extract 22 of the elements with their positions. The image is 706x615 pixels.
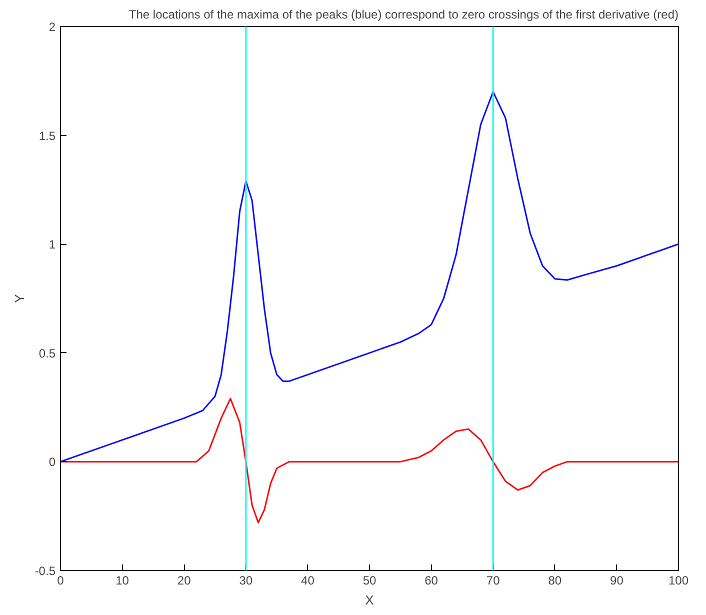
y-axis-title: Y bbox=[12, 294, 27, 303]
x-tick-label: 100 bbox=[668, 574, 689, 588]
x-tick-label: 90 bbox=[610, 574, 624, 588]
y-tick-label: 0 bbox=[48, 455, 56, 470]
x-tick-label: 80 bbox=[548, 574, 562, 588]
x-tick-label: 70 bbox=[486, 574, 500, 588]
line-series bbox=[60, 91, 678, 462]
chart-title: The locations of the maxima of the peaks (blue) correspond to zero crossings of the first derivative (red) bbox=[128, 8, 679, 22]
y-tick-label: 1 bbox=[48, 238, 56, 252]
y-tick-label: 2 bbox=[48, 20, 56, 34]
y-tick-label: -0.5 bbox=[34, 564, 56, 578]
line-series bbox=[60, 398, 678, 524]
x-tick-label: 0 bbox=[57, 574, 64, 588]
x-tick-label: 10 bbox=[116, 574, 130, 588]
x-tick-label: 60 bbox=[424, 574, 438, 588]
x-tick-label: 50 bbox=[362, 574, 376, 588]
y-tick-label: 1.5 bbox=[38, 128, 56, 143]
x-tick-label: 30 bbox=[239, 574, 253, 588]
x-tick-label: 20 bbox=[177, 574, 192, 588]
y-tick-label: 0.5 bbox=[38, 346, 56, 360]
x-axis-title: X bbox=[365, 592, 374, 608]
x-tick-label: 40 bbox=[301, 574, 315, 588]
